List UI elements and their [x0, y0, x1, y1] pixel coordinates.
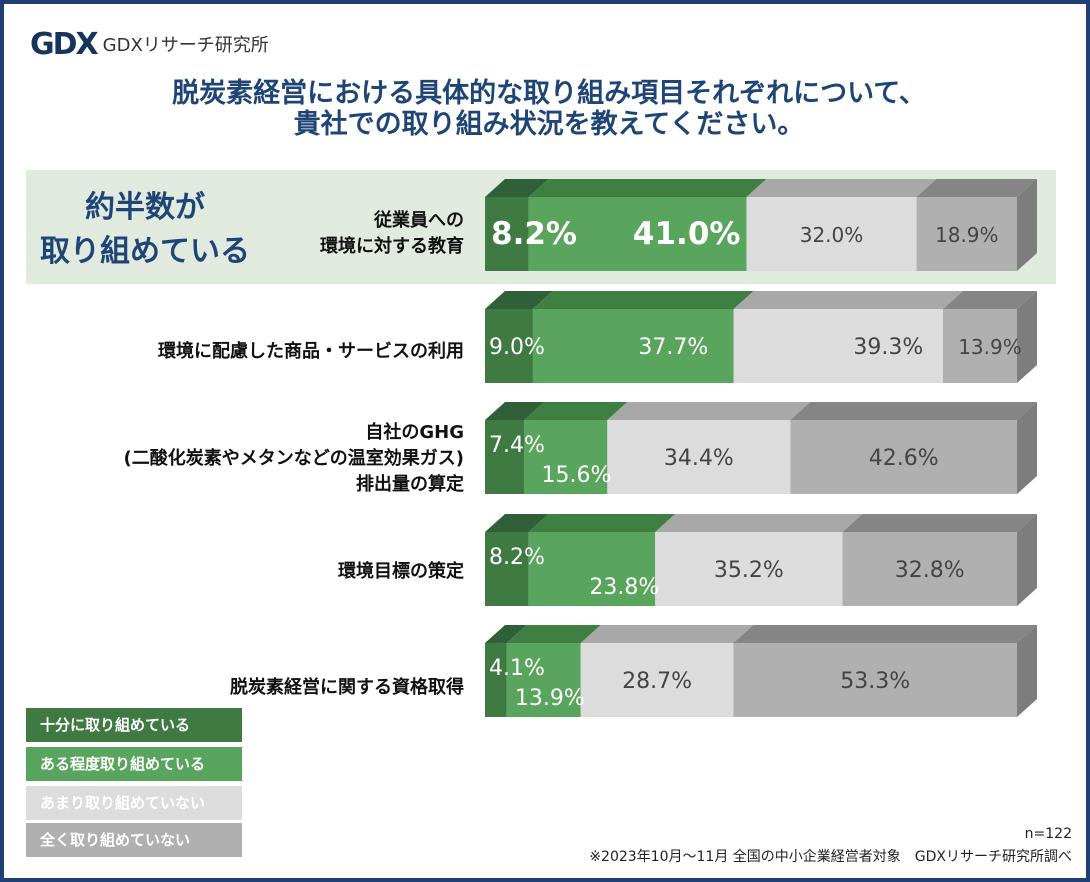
- bar-top-2-1: [524, 402, 628, 420]
- logo-text: GDXリサーチ研究所: [102, 35, 269, 56]
- legend-item-1: ある程度取り組めている: [26, 747, 242, 781]
- bar-top-4-1: [506, 625, 601, 643]
- logo-mark: GDX: [30, 26, 99, 62]
- bar-2-3: [790, 420, 1017, 494]
- highlight-line-1: 約半数が: [85, 190, 205, 225]
- bar-0-3: [916, 197, 1017, 271]
- bar-3-1: [528, 532, 656, 606]
- bar-top-2-2: [607, 402, 811, 420]
- bar-top-0-1: [528, 179, 767, 197]
- bar-top-2-0: [485, 402, 545, 420]
- highlight-line-2: 取り組めている: [40, 234, 250, 269]
- bar-top-0-2: [746, 179, 937, 197]
- bar-1-1: [532, 309, 734, 383]
- category-label-3: 環境目標の策定: [338, 559, 464, 585]
- category-0-line-1: 従業員への: [374, 210, 464, 231]
- data-label-2-3: 42.6%: [869, 446, 939, 471]
- category-4-line-1: 脱炭素経営に関する資格取得: [230, 677, 464, 698]
- logo: GDX GDXリサーチ研究所: [30, 26, 269, 62]
- bar-1-2: [733, 309, 943, 383]
- bar-1-0: [485, 309, 533, 383]
- bar-top-3-3: [842, 514, 1037, 532]
- legend-item-0: 十分に取り組めている: [26, 708, 242, 742]
- bar-top-3-1: [528, 514, 676, 532]
- bar-0-1: [528, 197, 747, 271]
- data-label-0-1: 41.0%: [633, 216, 741, 252]
- legend-item-2: あまり取り組めていない: [26, 786, 242, 820]
- data-label-1-1: 37.7%: [638, 335, 708, 360]
- category-2-line-3: 排出量の算定: [356, 474, 464, 495]
- bar-top-0-3: [916, 179, 1037, 197]
- bar-top-1-1: [532, 291, 754, 309]
- data-label-3-3: 32.8%: [895, 558, 965, 583]
- data-label-4-1: 13.9%: [515, 686, 585, 711]
- data-label-0-0: 8.2%: [491, 216, 577, 252]
- data-label-0-2: 32.0%: [800, 223, 864, 247]
- bar-0-2: [746, 197, 917, 271]
- bar-4-1: [506, 643, 581, 717]
- bar-4-3: [733, 643, 1017, 717]
- category-label-1: 環境に配慮した商品・サービスの利用: [158, 339, 464, 365]
- bar-0-0: [485, 197, 529, 271]
- bar-top-1-0: [485, 291, 553, 309]
- highlight-callout: 約半数が 取り組めている: [30, 186, 260, 274]
- bar-side-0: [1017, 179, 1037, 271]
- bar-3-0: [485, 532, 529, 606]
- data-label-3-1: 23.8%: [589, 575, 659, 600]
- bar-2-0: [485, 420, 525, 494]
- data-label-3-2: 35.2%: [714, 558, 784, 583]
- legend-item-3: 全く取り組めていない: [26, 823, 242, 857]
- data-label-4-2: 28.7%: [622, 669, 692, 694]
- title-line-2: 貴社での取り組み状況を教えてください。: [293, 109, 805, 140]
- sample-size: n=122: [1024, 826, 1072, 842]
- bar-top-4-0: [485, 625, 527, 643]
- data-label-0-3: 18.9%: [935, 223, 999, 247]
- bar-1-3: [942, 309, 1017, 383]
- category-label-4: 脱炭素経営に関する資格取得: [230, 675, 464, 701]
- category-2-line-2: (二酸化炭素やメタンなどの温室効果ガス): [123, 448, 464, 469]
- bar-3-2: [655, 532, 843, 606]
- data-label-2-0: 7.4%: [489, 433, 545, 458]
- bar-top-3-0: [485, 514, 549, 532]
- bar-4-2: [580, 643, 734, 717]
- data-label-2-1: 15.6%: [541, 463, 611, 488]
- data-label-3-0: 8.2%: [489, 545, 545, 570]
- bar-side-1: [1017, 291, 1037, 383]
- category-3-line-1: 環境目標の策定: [338, 561, 464, 582]
- bar-top-1-2: [733, 291, 963, 309]
- data-label-4-3: 53.3%: [840, 669, 910, 694]
- bar-2-2: [607, 420, 791, 494]
- category-label-0: 従業員への 環境に対する教育: [320, 208, 464, 260]
- bar-side-4: [1017, 625, 1037, 717]
- title-line-1: 脱炭素経営における具体的な取り組み項目それぞれについて、: [172, 78, 926, 109]
- category-0-line-2: 環境に対する教育: [320, 236, 464, 257]
- chart-title: 脱炭素経営における具体的な取り組み項目それぞれについて、 貴社での取り組み状況を…: [4, 78, 1090, 140]
- bar-side-3: [1017, 514, 1037, 606]
- data-label-1-2: 39.3%: [853, 335, 923, 360]
- category-1-line-1: 環境に配慮した商品・サービスの利用: [158, 341, 464, 362]
- data-label-4-0: 4.1%: [489, 656, 545, 681]
- category-label-2: 自社のGHG (二酸化炭素やメタンなどの温室効果ガス) 排出量の算定: [124, 420, 464, 498]
- category-2-line-1: 自社のGHG: [365, 422, 464, 443]
- bar-2-1: [524, 420, 608, 494]
- bar-top-3-2: [655, 514, 863, 532]
- bar-top-4-2: [580, 625, 754, 643]
- bar-top-4-3: [733, 625, 1037, 643]
- data-label-2-2: 34.4%: [664, 446, 734, 471]
- bar-top-0-0: [485, 179, 549, 197]
- bar-4-0: [485, 643, 507, 717]
- bar-top-1-3: [942, 291, 1037, 309]
- bar-3-3: [842, 532, 1017, 606]
- data-label-1-0: 9.0%: [489, 335, 545, 360]
- bar-top-2-3: [790, 402, 1037, 420]
- bar-side-2: [1017, 402, 1037, 494]
- data-label-1-3: 13.9%: [958, 335, 1022, 359]
- source-note: ※2023年10月～11月 全国の中小企業経営者対象 GDXリサーチ研究所調べ: [589, 849, 1072, 865]
